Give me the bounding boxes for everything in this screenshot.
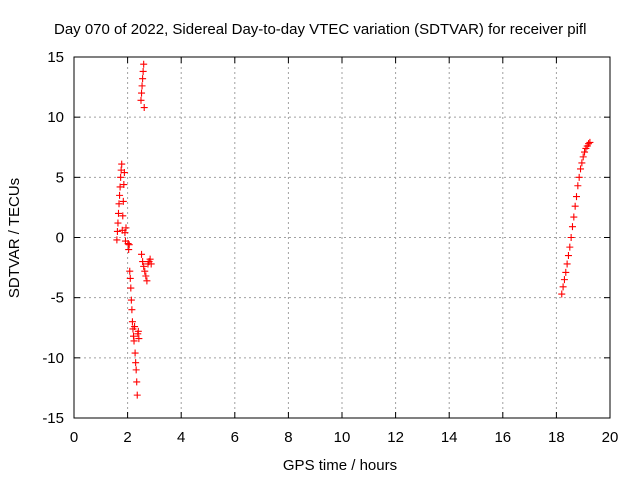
data-point xyxy=(125,241,133,249)
data-point xyxy=(130,337,138,345)
y-tick-label: 5 xyxy=(56,169,64,186)
data-point xyxy=(126,267,134,275)
data-point xyxy=(571,202,579,210)
data-point xyxy=(586,138,594,146)
y-tick-label: -10 xyxy=(42,350,64,367)
data-point xyxy=(143,277,151,285)
y-axis-label: SDTVAR / TECUs xyxy=(6,178,23,298)
y-tick-label: 0 xyxy=(56,230,64,247)
data-point xyxy=(138,89,146,97)
data-point xyxy=(132,366,140,374)
data-point xyxy=(141,267,149,275)
data-point xyxy=(566,243,574,251)
data-point xyxy=(128,318,136,326)
data-point xyxy=(140,60,148,68)
x-tick-label: 6 xyxy=(231,429,239,446)
data-point xyxy=(117,173,125,181)
x-tick-label: 10 xyxy=(334,429,351,446)
data-point xyxy=(147,260,155,268)
data-point xyxy=(134,327,142,335)
x-tick-label: 8 xyxy=(284,429,292,446)
data-point xyxy=(559,283,567,291)
data-point xyxy=(581,148,589,156)
data-point xyxy=(131,349,139,357)
x-tick-labels: 0 2 4 6 8 10 12 14 16 18 20 xyxy=(70,429,619,446)
data-point xyxy=(577,165,585,173)
data-points xyxy=(113,60,594,399)
x-tick-label: 20 xyxy=(602,429,619,446)
data-point xyxy=(567,234,575,241)
x-axis-label: GPS time / hours xyxy=(283,457,397,474)
data-point xyxy=(140,104,148,112)
data-point xyxy=(139,75,147,83)
data-point xyxy=(146,255,154,263)
x-tick-label: 12 xyxy=(387,429,404,446)
data-point xyxy=(133,391,141,399)
data-point xyxy=(120,169,128,177)
data-point xyxy=(133,378,141,386)
data-point xyxy=(558,290,566,298)
data-point xyxy=(573,193,580,201)
data-point xyxy=(120,181,128,189)
data-point xyxy=(139,258,147,266)
data-point xyxy=(127,284,135,292)
data-point xyxy=(578,159,586,167)
data-point xyxy=(585,140,593,148)
y-tick-label: 15 xyxy=(47,49,64,66)
data-point xyxy=(124,240,132,248)
y-tick-label: -5 xyxy=(51,290,64,307)
data-point xyxy=(126,274,134,282)
data-point xyxy=(563,260,571,268)
data-point xyxy=(127,296,135,304)
data-point xyxy=(562,268,570,276)
axis-ticks xyxy=(73,56,611,419)
data-point xyxy=(132,359,140,367)
data-point xyxy=(128,306,136,314)
data-point xyxy=(560,276,568,284)
data-point xyxy=(118,160,126,168)
grid-lines xyxy=(74,57,610,418)
data-point xyxy=(142,272,150,280)
data-point xyxy=(116,191,124,199)
x-tick-label: 14 xyxy=(441,429,458,446)
data-point xyxy=(135,335,143,343)
data-point xyxy=(113,227,121,235)
data-point xyxy=(137,96,145,104)
data-point xyxy=(140,262,148,270)
data-point xyxy=(139,67,147,75)
x-tick-label: 16 xyxy=(494,429,511,446)
y-tick-label: -15 xyxy=(42,410,64,427)
y-tick-labels: -15 -10 -5 0 5 10 15 xyxy=(42,49,64,427)
data-point xyxy=(119,212,127,220)
data-point xyxy=(114,219,122,227)
data-point xyxy=(570,213,578,221)
data-point xyxy=(119,197,127,205)
data-point xyxy=(116,183,124,191)
data-point xyxy=(138,82,146,90)
x-tick-label: 4 xyxy=(177,429,185,446)
x-tick-label: 18 xyxy=(548,429,565,446)
data-point xyxy=(568,223,576,231)
data-point xyxy=(579,153,587,161)
x-tick-label: 2 xyxy=(123,429,131,446)
data-point xyxy=(114,209,122,217)
data-point xyxy=(115,200,123,208)
x-tick-label: 0 xyxy=(70,429,78,446)
data-point xyxy=(121,229,129,237)
data-point xyxy=(564,252,572,260)
data-point xyxy=(574,182,582,190)
y-tick-label: 10 xyxy=(47,109,64,126)
data-point xyxy=(122,224,130,232)
data-point xyxy=(138,250,146,258)
data-point xyxy=(575,173,583,181)
data-point xyxy=(113,236,121,244)
chart-title: Day 070 of 2022, Sidereal Day-to-day VTE… xyxy=(54,21,586,38)
data-point xyxy=(131,323,139,331)
